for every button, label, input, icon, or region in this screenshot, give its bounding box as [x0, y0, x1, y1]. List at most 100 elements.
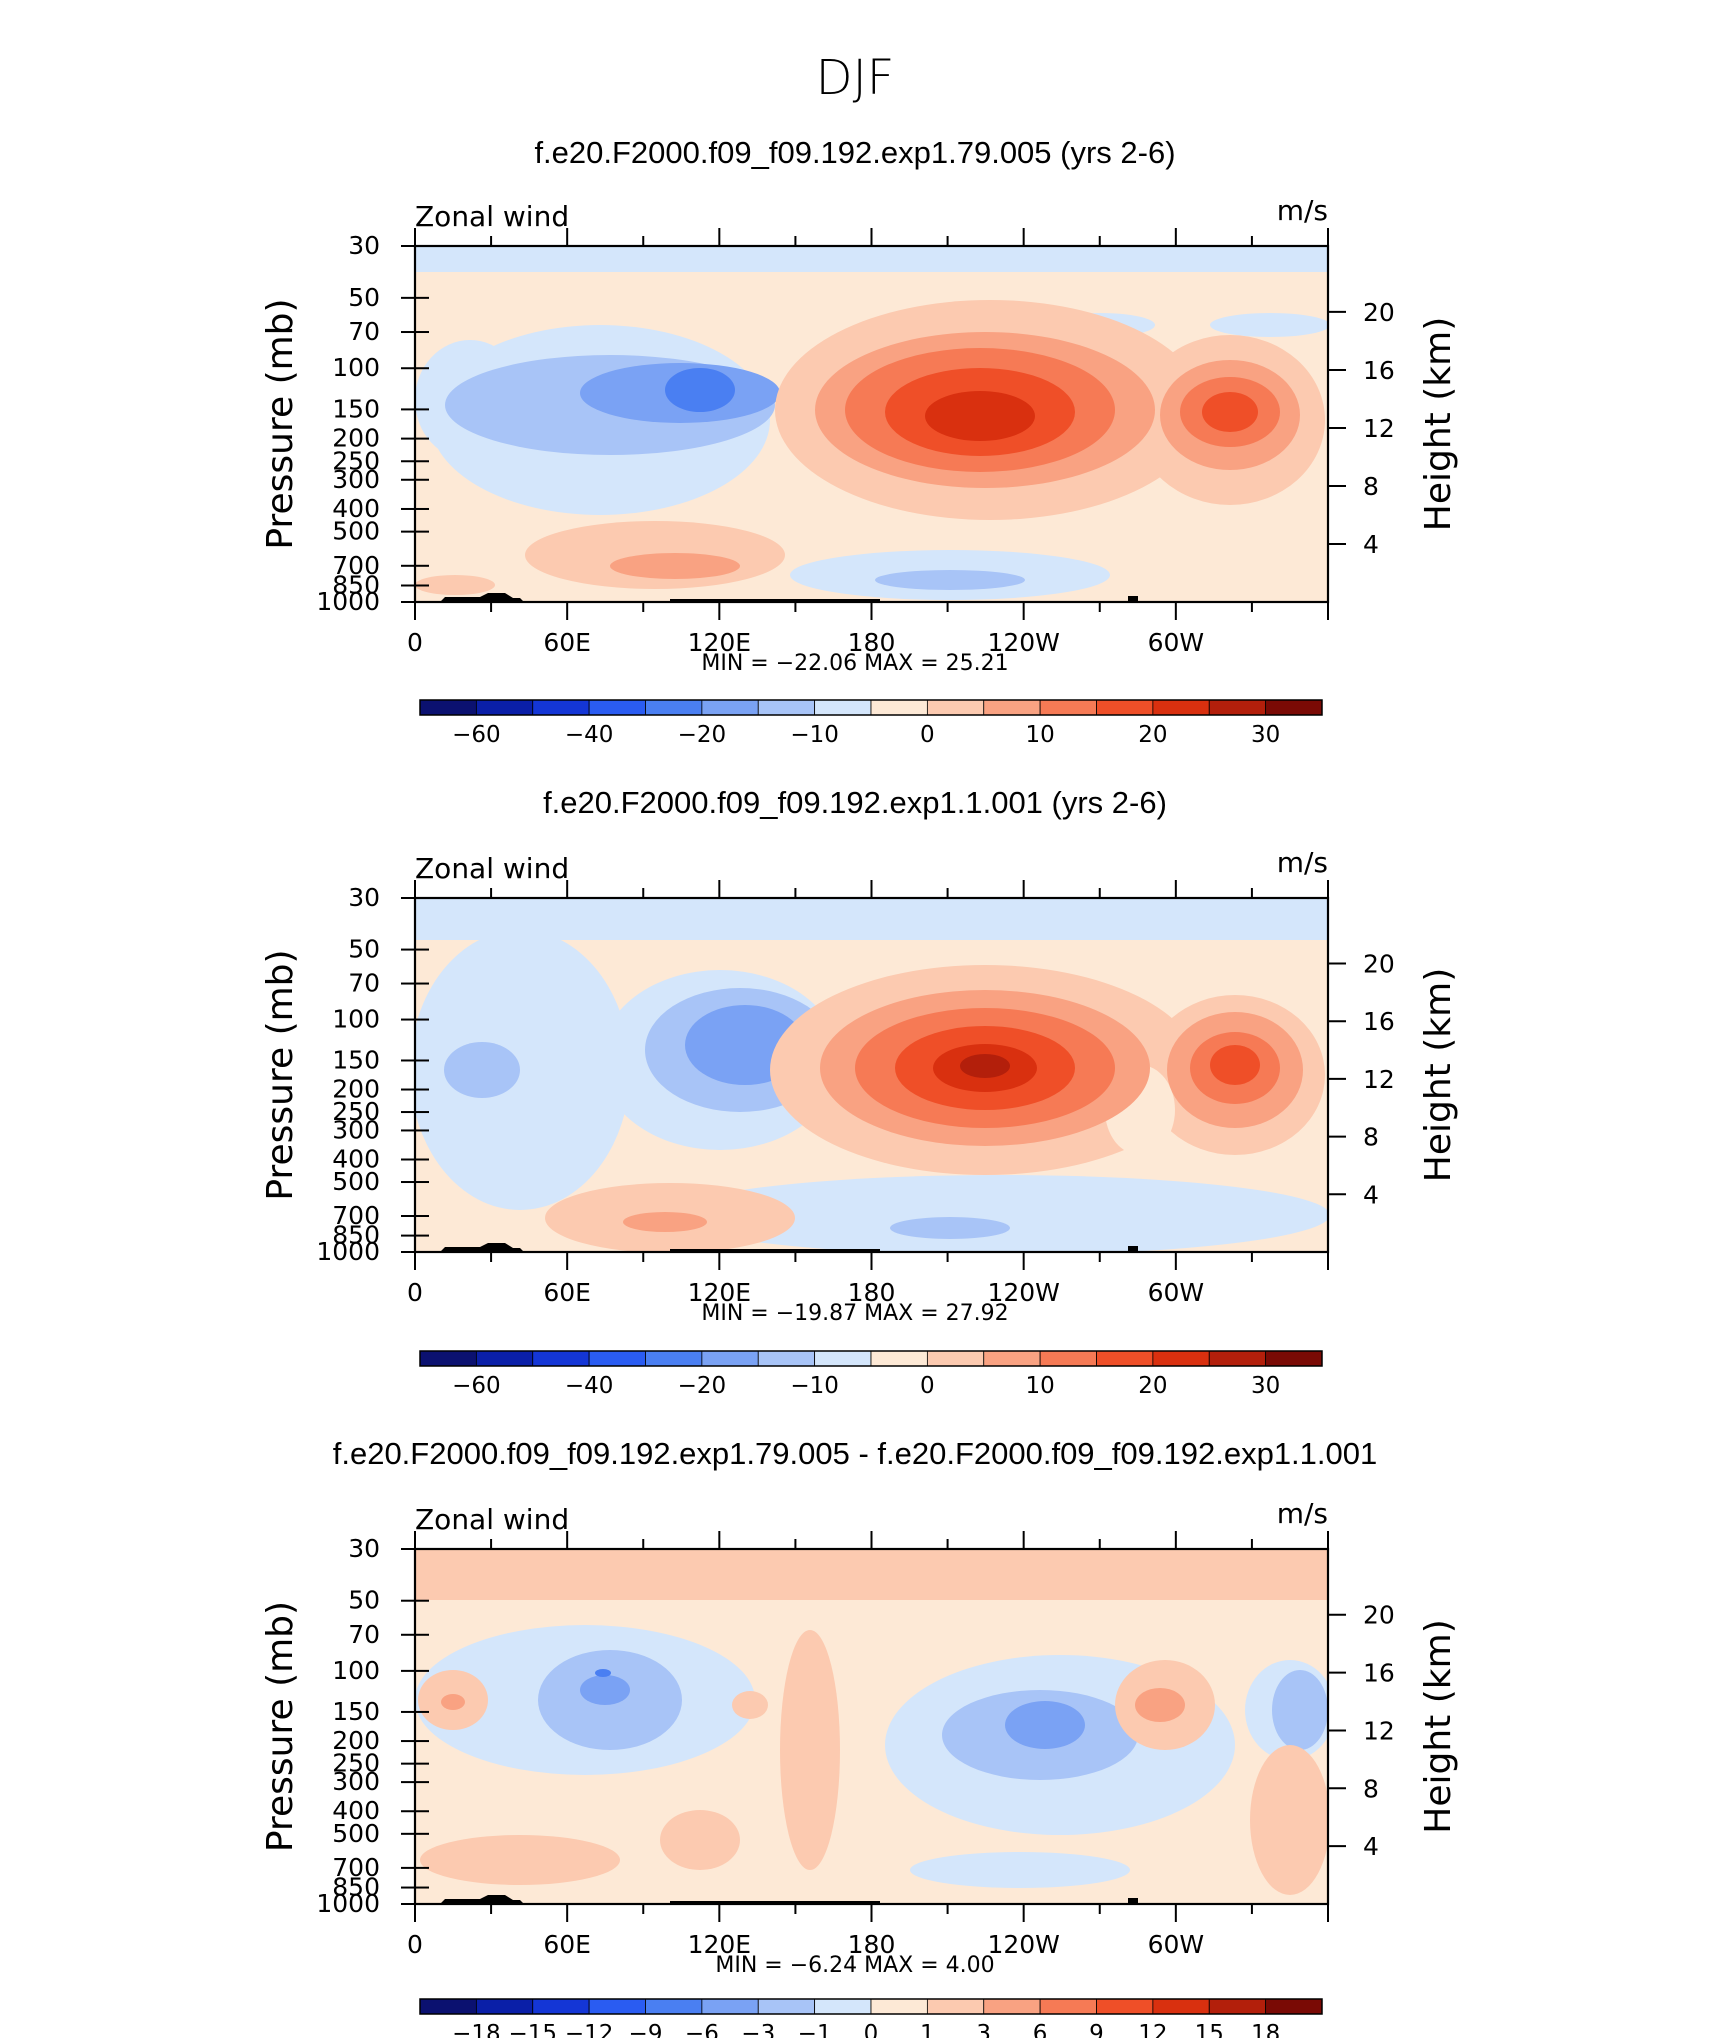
colorbar-swatch — [532, 1350, 590, 1367]
y-axis-title: Pressure (mb) — [260, 1601, 301, 1852]
y-tick-label: 30 — [348, 1534, 380, 1563]
colorbar-label: −40 — [565, 722, 614, 748]
max-label: MAX = — [864, 651, 946, 676]
units-label: m/s — [1277, 846, 1328, 879]
y2-axis-title: Height (km) — [1418, 1619, 1459, 1833]
x-tick-label: 60W — [1148, 1278, 1205, 1307]
min-label: MIN = — [701, 651, 775, 676]
y-tick-label: 200 — [332, 424, 380, 453]
y-tick-label: 30 — [348, 883, 380, 912]
y-tick-label: 500 — [332, 1167, 380, 1196]
max-value: 27.92 — [946, 1301, 1009, 1326]
colorbar-swatch — [757, 1998, 816, 2015]
contour-region — [890, 1217, 1010, 1239]
y-tick-label: 250 — [332, 1097, 380, 1126]
topography — [670, 1901, 880, 1904]
y-tick-label: 850 — [332, 571, 380, 600]
y-tick-label: 850 — [332, 1221, 380, 1250]
contour-region — [1210, 1045, 1260, 1085]
y-tick-label: 1000 — [316, 1237, 380, 1266]
contour-region — [1005, 1701, 1085, 1749]
x-tick-label: 120W — [987, 1278, 1059, 1307]
y-tick-label: 400 — [332, 1144, 380, 1173]
colorbar-label: −60 — [452, 722, 501, 748]
contour-region — [875, 570, 1025, 590]
colorbar-swatch — [1208, 699, 1267, 716]
y2-tick-label: 20 — [1363, 1601, 1395, 1630]
x-tick-label: 180 — [848, 1930, 896, 1959]
max-value: 4.00 — [946, 1953, 995, 1978]
min-max-label: MIN = −22.06 MAX = 25.21 — [701, 651, 1008, 676]
colorbar-swatch — [1096, 699, 1154, 716]
y2-tick-label: 16 — [1363, 356, 1395, 385]
colorbar-swatch — [588, 1998, 646, 2015]
colorbar-label: 20 — [1138, 722, 1167, 748]
min-label: MIN = — [715, 1953, 789, 1978]
x-tick-label: 60W — [1148, 1930, 1205, 1959]
y-tick-label: 250 — [332, 446, 380, 475]
colorbar-label: −1 — [798, 2021, 832, 2038]
figure-title: DJF — [816, 50, 895, 106]
colorbar-swatch — [926, 1998, 985, 2015]
contour-region — [1210, 313, 1328, 337]
colorbar-swatch — [1039, 1998, 1097, 2015]
colorbar-swatch — [419, 1998, 477, 2015]
colorbar-swatch — [475, 1350, 534, 1367]
colorbar-swatch — [645, 1350, 703, 1367]
y-axis-title: Pressure (mb) — [260, 949, 301, 1200]
y2-tick-label: 20 — [1363, 950, 1395, 979]
min-value: −6.24 — [790, 1953, 864, 1978]
y2-tick-label: 4 — [1363, 530, 1379, 559]
y-tick-label: 500 — [332, 1819, 380, 1848]
colorbar-swatch — [814, 699, 872, 716]
colorbar-swatch — [870, 699, 928, 716]
y-tick-label: 70 — [348, 317, 380, 346]
colorbar-swatch — [757, 1350, 816, 1367]
y-tick-label: 200 — [332, 1726, 380, 1755]
colorbar-swatch — [1265, 1350, 1323, 1367]
contour-region — [610, 553, 740, 579]
colorbar-label: 12 — [1138, 2021, 1167, 2038]
contour-region — [910, 1852, 1130, 1888]
topography — [415, 593, 524, 602]
contour-region — [665, 368, 735, 412]
y-tick-label: 70 — [348, 969, 380, 998]
y-tick-label: 400 — [332, 494, 380, 523]
x-tick-label: 0 — [407, 1930, 423, 1959]
colorbar-swatch — [588, 699, 646, 716]
colorbar-label: −15 — [508, 2021, 557, 2038]
colorbar-swatch — [983, 699, 1041, 716]
min-max-label: MIN = −19.87 MAX = 27.92 — [701, 1301, 1008, 1326]
colorbar-swatch — [983, 1998, 1041, 2015]
x-tick-label: 60E — [543, 1930, 591, 1959]
colorbar-swatch — [814, 1350, 872, 1367]
contour-region — [925, 391, 1035, 441]
colorbar-label: 6 — [1033, 2021, 1048, 2038]
x-tick-label: 0 — [407, 1278, 423, 1307]
chart-panel1: f.e20.F2000.f09_f09.192.exp1.79.005 (yrs… — [260, 135, 1459, 748]
colorbar-label: 0 — [864, 2021, 879, 2038]
topography — [415, 1895, 524, 1904]
colorbar-label: 10 — [1025, 1373, 1054, 1399]
colorbar-swatch — [870, 1998, 928, 2015]
contour-region — [660, 1810, 740, 1870]
colorbar-swatch — [814, 1998, 872, 2015]
x-tick-label: 120E — [688, 1930, 752, 1959]
units-label: m/s — [1277, 1497, 1328, 1530]
colorbar-label: −10 — [790, 1373, 839, 1399]
y2-tick-label: 8 — [1363, 1774, 1379, 1803]
colorbar-swatch — [1096, 1998, 1154, 2015]
colorbar-swatch — [983, 1350, 1041, 1367]
colorbar-swatch — [475, 1998, 534, 2015]
variable-label: Zonal wind — [415, 200, 569, 233]
colorbar-swatch — [1208, 1350, 1267, 1367]
contour-region — [1135, 1688, 1185, 1722]
contour-region — [780, 1630, 840, 1870]
x-tick-label: 120W — [987, 1930, 1059, 1959]
panel-title: f.e20.F2000.f09_f09.192.exp1.79.005 (yrs… — [534, 135, 1175, 170]
colorbar-swatch — [1152, 1350, 1210, 1367]
panel-title: f.e20.F2000.f09_f09.192.exp1.1.001 (yrs … — [543, 785, 1167, 820]
colorbar-label: −20 — [678, 722, 727, 748]
x-tick-label: 120E — [688, 628, 752, 657]
